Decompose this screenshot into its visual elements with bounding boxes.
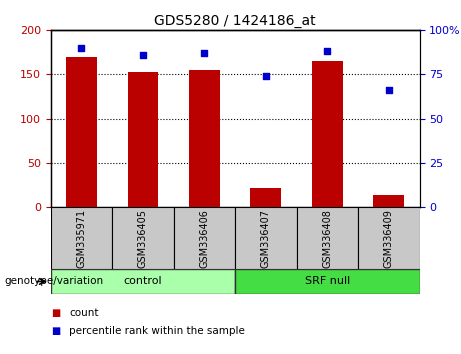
Text: percentile rank within the sample: percentile rank within the sample <box>69 326 245 336</box>
Bar <box>51 207 112 269</box>
Text: GSM336405: GSM336405 <box>138 209 148 268</box>
Point <box>385 87 392 93</box>
Text: GSM336407: GSM336407 <box>261 209 271 268</box>
Point <box>139 52 147 58</box>
Text: GSM335971: GSM335971 <box>77 209 87 268</box>
Text: control: control <box>124 276 162 286</box>
Text: GSM336408: GSM336408 <box>322 209 332 268</box>
Text: GSM336406: GSM336406 <box>199 209 209 268</box>
Bar <box>128 72 158 207</box>
Bar <box>112 207 174 269</box>
Bar <box>189 70 220 207</box>
Bar <box>296 207 358 269</box>
Bar <box>250 188 281 207</box>
Bar <box>312 61 343 207</box>
Bar <box>174 207 235 269</box>
Bar <box>66 57 97 207</box>
Text: ■: ■ <box>51 326 60 336</box>
Text: count: count <box>69 308 99 318</box>
Point <box>201 50 208 56</box>
Point <box>262 73 270 79</box>
Point <box>78 45 85 51</box>
Text: ■: ■ <box>51 308 60 318</box>
Title: GDS5280 / 1424186_at: GDS5280 / 1424186_at <box>154 14 316 28</box>
Bar <box>235 269 420 294</box>
Bar <box>51 269 235 294</box>
Text: genotype/variation: genotype/variation <box>5 276 104 286</box>
Text: SRF null: SRF null <box>305 276 350 286</box>
Bar <box>358 207 420 269</box>
Bar <box>373 195 404 207</box>
Text: GSM336409: GSM336409 <box>384 209 394 268</box>
Point <box>324 48 331 54</box>
Bar <box>235 207 296 269</box>
